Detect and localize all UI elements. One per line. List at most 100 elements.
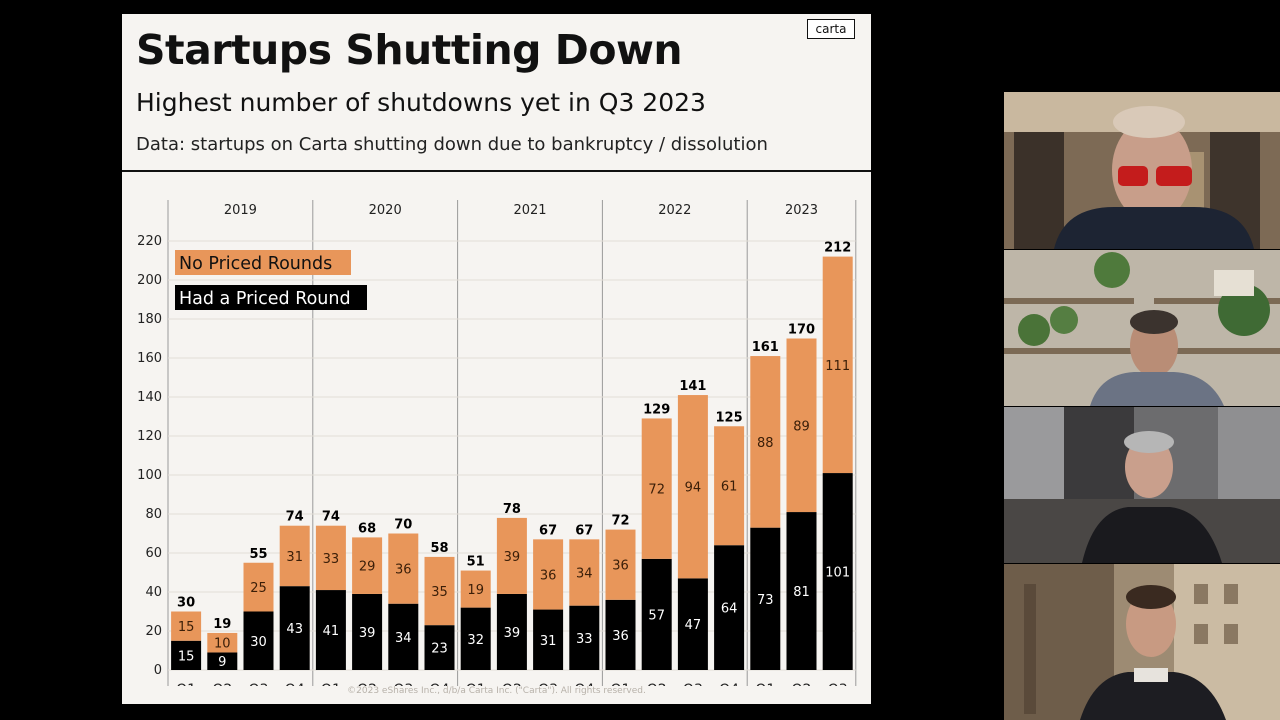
year-label-2022: 2022	[658, 203, 691, 218]
bar-no-priced-rounds	[605, 529, 636, 600]
video-tile-participant-1[interactable]	[1004, 92, 1280, 249]
x-tick-label: Q1	[611, 682, 631, 686]
x-tick-label: Q4	[430, 682, 450, 686]
y-tick-label: 180	[137, 312, 162, 327]
y-tick-label: 20	[145, 624, 162, 639]
data-label-had-priced-round: 39	[504, 626, 521, 641]
x-tick-label: Q3	[683, 682, 703, 686]
year-label-2019: 2019	[224, 203, 257, 218]
data-label-total: 170	[788, 323, 815, 338]
bar-no-priced-rounds	[533, 539, 564, 610]
x-tick-label: Q1	[321, 682, 341, 686]
data-label-total: 67	[575, 523, 593, 538]
data-label-no-priced-rounds: 25	[250, 581, 267, 596]
bar-had-priced-round	[569, 605, 600, 670]
data-label-total: 74	[286, 510, 304, 525]
y-tick-label: 100	[137, 468, 162, 483]
data-label-total: 67	[539, 523, 557, 538]
x-tick-label: Q1	[176, 682, 196, 686]
bar-had-priced-round	[171, 640, 202, 670]
bar-had-priced-round	[750, 527, 781, 670]
data-label-had-priced-round: 43	[286, 622, 303, 637]
data-label-no-priced-rounds: 36	[612, 559, 629, 574]
bar-no-priced-rounds	[822, 256, 853, 474]
bar-no-priced-rounds	[569, 539, 600, 606]
bar-no-priced-rounds	[171, 611, 202, 641]
data-label-total: 125	[716, 410, 743, 425]
data-label-no-priced-rounds: 72	[648, 483, 665, 498]
shutdowns-stacked-bar-chart: 2019 2020 2021 2022 2023 0 20 40 60 80 100 120 140 16…	[137, 200, 857, 686]
data-label-had-priced-round: 39	[359, 626, 376, 641]
legend-no-priced-rounds-swatch	[175, 250, 351, 275]
y-tick-label: 140	[137, 390, 162, 405]
y-tick-label: 220	[137, 234, 162, 249]
data-label-no-priced-rounds: 88	[757, 436, 774, 451]
data-label-total: 72	[611, 514, 629, 529]
data-label-total: 51	[467, 555, 485, 570]
y-tick-label: 160	[137, 351, 162, 366]
data-label-had-priced-round: 101	[825, 566, 850, 581]
y-tick-label: 80	[145, 507, 162, 522]
bar-no-priced-rounds	[641, 418, 672, 559]
x-tick-label: Q4	[285, 682, 305, 686]
data-label-had-priced-round: 33	[576, 632, 593, 647]
bar-had-priced-round	[533, 609, 564, 670]
data-label-total: 68	[358, 521, 376, 536]
data-label-total: 78	[503, 502, 521, 517]
x-tick-label: Q3	[828, 682, 848, 686]
data-label-no-priced-rounds: 89	[793, 419, 810, 434]
data-label-total: 74	[322, 510, 340, 525]
data-label-total: 70	[394, 518, 412, 533]
data-label-total: 58	[430, 541, 448, 556]
video-tile-participant-2[interactable]	[1004, 250, 1280, 406]
copyright-notice: ©2023 eShares Inc., d/b/a Carta Inc. ("C…	[347, 686, 646, 696]
bar-had-priced-round	[243, 611, 274, 670]
carta-logo: carta	[807, 19, 855, 39]
bar-had-priced-round	[496, 593, 527, 670]
bar-no-priced-rounds	[750, 356, 781, 528]
data-label-had-priced-round: 30	[250, 635, 267, 650]
data-label-no-priced-rounds: 31	[286, 550, 303, 565]
data-label-total: 161	[752, 340, 779, 355]
legend-had-priced-round-label: Had a Priced Round	[179, 289, 351, 309]
video-tile-participant-3[interactable]	[1004, 407, 1280, 563]
red-glasses-right	[1156, 166, 1192, 186]
bar-no-priced-rounds	[388, 533, 419, 604]
y-tick-label: 120	[137, 429, 162, 444]
year-label-2020: 2020	[369, 203, 402, 218]
y-tick-label: 60	[145, 546, 162, 561]
participant-4-video	[1004, 564, 1280, 720]
header-divider	[122, 170, 871, 172]
video-tile-participant-4[interactable]	[1004, 564, 1280, 720]
x-tick-label: Q2	[792, 682, 812, 686]
x-tick-label: Q1	[466, 682, 486, 686]
bar-had-priced-round	[786, 512, 817, 670]
bar-had-priced-round	[605, 599, 636, 670]
data-label-had-priced-round: 36	[612, 629, 629, 644]
data-label-had-priced-round: 34	[395, 631, 412, 646]
bar-no-priced-rounds	[243, 562, 274, 612]
x-tick-label: Q3	[393, 682, 413, 686]
data-label-no-priced-rounds: 35	[431, 585, 448, 600]
bar-no-priced-rounds	[677, 395, 708, 579]
data-label-no-priced-rounds: 19	[467, 583, 484, 598]
data-label-no-priced-rounds: 94	[685, 481, 702, 496]
participant-2-video	[1004, 250, 1280, 406]
bar-had-priced-round	[315, 590, 346, 670]
bar-no-priced-rounds	[207, 632, 238, 653]
data-label-had-priced-round: 15	[178, 649, 195, 664]
x-tick-label: Q4	[719, 682, 739, 686]
bar-no-priced-rounds	[315, 525, 346, 591]
bar-had-priced-round	[677, 578, 708, 670]
year-label-2021: 2021	[513, 203, 546, 218]
video-call-panel	[1004, 92, 1280, 720]
data-label-had-priced-round: 64	[721, 602, 738, 617]
slide-title: Startups Shutting Down	[136, 26, 683, 74]
bar-had-priced-round	[388, 603, 419, 670]
bar-had-priced-round	[714, 545, 745, 670]
legend-no-priced-rounds-label: No Priced Rounds	[179, 254, 332, 274]
bar-no-priced-rounds	[279, 525, 310, 587]
data-label-total: 19	[213, 617, 231, 632]
data-label-no-priced-rounds: 29	[359, 560, 376, 575]
y-tick-label: 40	[145, 585, 162, 600]
